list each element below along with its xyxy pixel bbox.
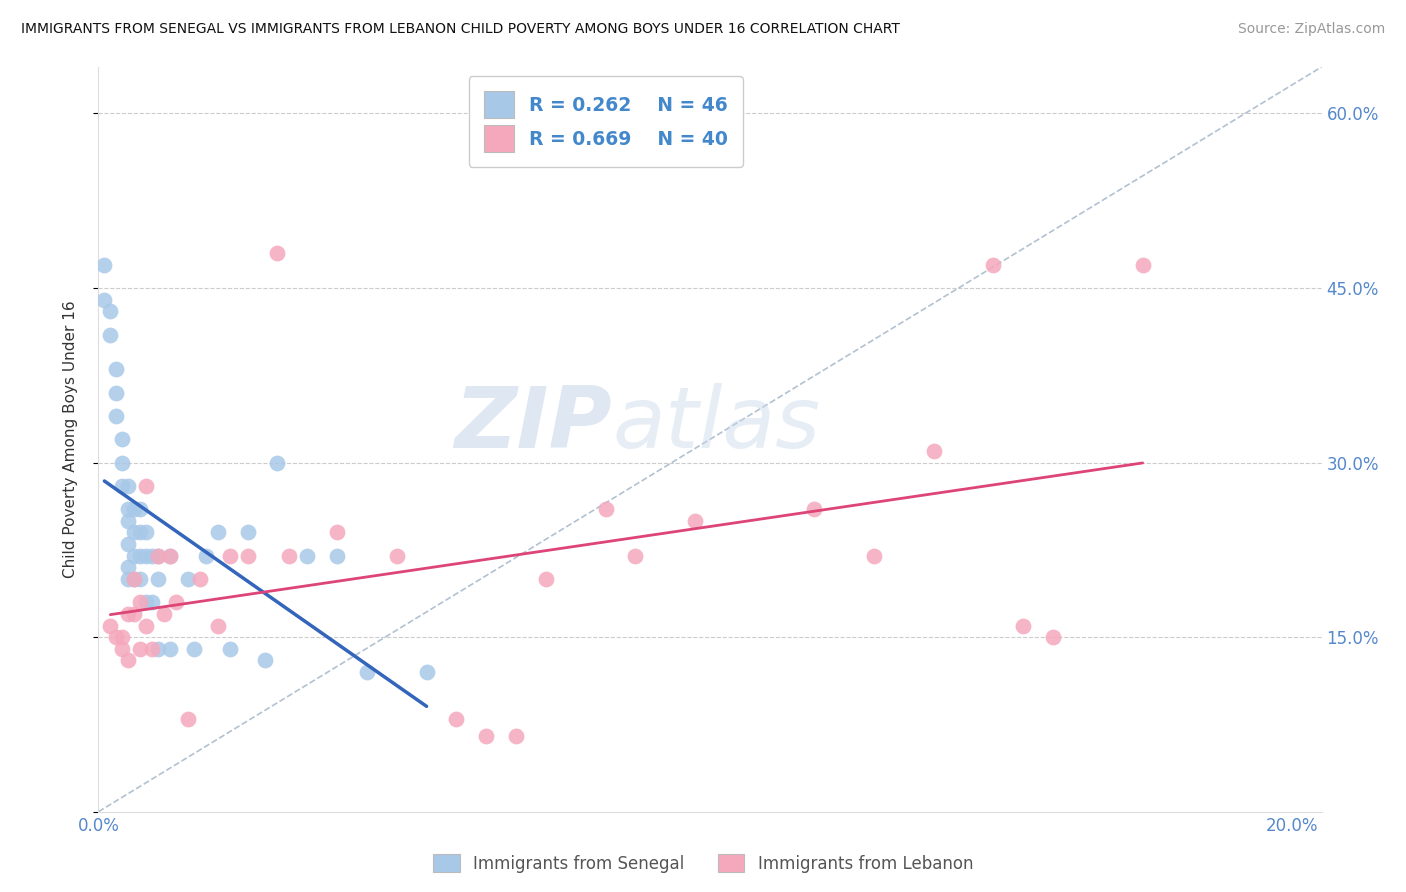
Point — [117, 479, 139, 493]
Point — [236, 525, 259, 540]
Point — [188, 572, 211, 586]
Point — [1012, 618, 1035, 632]
Point — [135, 479, 157, 493]
Point — [135, 595, 157, 609]
Point — [146, 641, 169, 656]
Point — [922, 444, 945, 458]
Legend: R = 0.262    N = 46, R = 0.669    N = 40: R = 0.262 N = 46, R = 0.669 N = 40 — [468, 77, 742, 167]
Point — [105, 630, 128, 644]
Point — [1042, 630, 1064, 644]
Text: Source: ZipAtlas.com: Source: ZipAtlas.com — [1237, 22, 1385, 37]
Point — [595, 502, 617, 516]
Point — [122, 525, 145, 540]
Point — [146, 549, 169, 563]
Point — [93, 258, 115, 272]
Point — [135, 549, 157, 563]
Point — [146, 572, 169, 586]
Point — [141, 549, 163, 563]
Point — [863, 549, 886, 563]
Point — [129, 641, 152, 656]
Point — [356, 665, 378, 679]
Point — [146, 549, 169, 563]
Point — [1132, 258, 1154, 272]
Point — [98, 618, 121, 632]
Text: atlas: atlas — [612, 383, 820, 466]
Point — [111, 630, 134, 644]
Y-axis label: Child Poverty Among Boys Under 16: Child Poverty Among Boys Under 16 — [63, 301, 77, 578]
Point — [105, 362, 128, 376]
Point — [177, 572, 200, 586]
Point — [122, 572, 145, 586]
Point — [153, 607, 176, 621]
Point — [129, 572, 152, 586]
Point — [326, 525, 349, 540]
Point — [236, 549, 259, 563]
Text: ZIP: ZIP — [454, 383, 612, 466]
Point — [117, 607, 139, 621]
Point — [135, 618, 157, 632]
Point — [93, 293, 115, 307]
Point — [117, 537, 139, 551]
Point — [111, 479, 134, 493]
Point — [207, 618, 229, 632]
Point — [446, 712, 468, 726]
Point — [111, 456, 134, 470]
Point — [117, 572, 139, 586]
Point — [475, 729, 498, 743]
Point — [111, 641, 134, 656]
Point — [105, 385, 128, 400]
Point — [415, 665, 437, 679]
Point — [117, 502, 139, 516]
Point — [683, 514, 706, 528]
Point — [266, 456, 288, 470]
Point — [141, 641, 163, 656]
Point — [122, 549, 145, 563]
Point — [183, 641, 205, 656]
Point — [122, 572, 145, 586]
Point — [159, 549, 181, 563]
Point — [254, 653, 277, 667]
Point — [98, 327, 121, 342]
Point — [117, 653, 139, 667]
Point — [165, 595, 187, 609]
Point — [135, 525, 157, 540]
Point — [122, 607, 145, 621]
Point — [803, 502, 825, 516]
Point — [385, 549, 408, 563]
Point — [117, 560, 139, 574]
Point — [141, 595, 163, 609]
Point — [177, 712, 200, 726]
Point — [122, 502, 145, 516]
Point — [983, 258, 1005, 272]
Point — [505, 729, 527, 743]
Point — [194, 549, 217, 563]
Point — [207, 525, 229, 540]
Text: IMMIGRANTS FROM SENEGAL VS IMMIGRANTS FROM LEBANON CHILD POVERTY AMONG BOYS UNDE: IMMIGRANTS FROM SENEGAL VS IMMIGRANTS FR… — [21, 22, 900, 37]
Point — [98, 304, 121, 318]
Point — [534, 572, 557, 586]
Point — [129, 549, 152, 563]
Point — [297, 549, 319, 563]
Point — [326, 549, 349, 563]
Point — [105, 409, 128, 423]
Point — [129, 595, 152, 609]
Legend: Immigrants from Senegal, Immigrants from Lebanon: Immigrants from Senegal, Immigrants from… — [426, 847, 980, 880]
Point — [218, 641, 240, 656]
Point — [624, 549, 647, 563]
Point — [111, 433, 134, 447]
Point — [159, 641, 181, 656]
Point — [129, 502, 152, 516]
Point — [159, 549, 181, 563]
Point — [278, 549, 301, 563]
Point — [266, 246, 288, 260]
Point — [117, 514, 139, 528]
Point — [129, 525, 152, 540]
Point — [218, 549, 240, 563]
